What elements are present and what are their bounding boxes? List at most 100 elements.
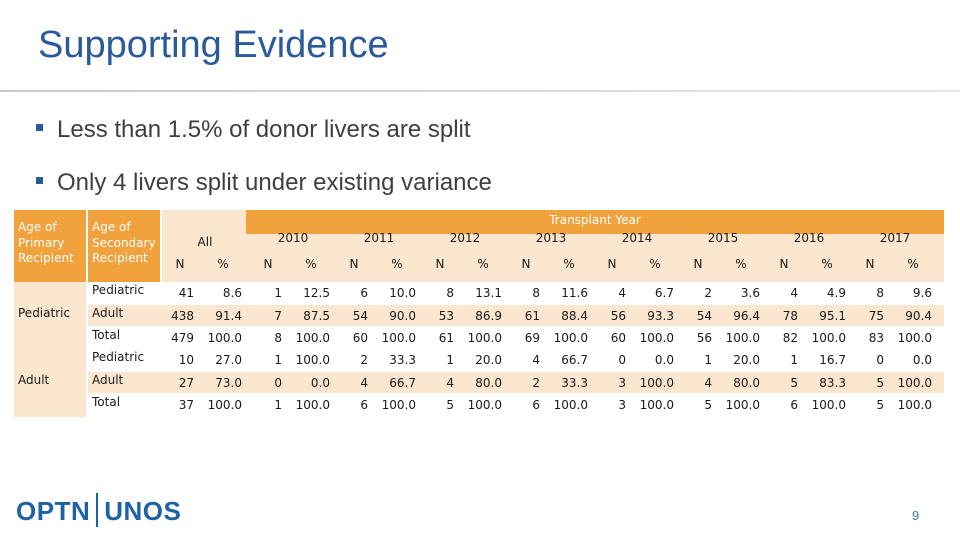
header-n-label: N	[521, 257, 531, 271]
table-row	[88, 327, 944, 350]
cell-pct: 10.0	[389, 286, 416, 300]
cell-n: 54	[696, 308, 712, 323]
cell-pct: 100.0	[811, 398, 846, 412]
bullet-text: Less than 1.5% of donor livers are split	[57, 116, 471, 143]
table-row	[88, 282, 944, 305]
header-n-label: N	[435, 257, 445, 271]
header-all-top-band	[162, 210, 246, 234]
header-n-label: N	[175, 257, 185, 271]
cell-pct: 100.0	[897, 375, 932, 390]
table-row	[88, 394, 944, 417]
cell-n: 4	[360, 375, 368, 390]
cell-pct: 100.0	[811, 331, 846, 345]
slide-title: Supporting Evidence	[38, 24, 389, 66]
cell-pct: 80.0	[733, 375, 760, 390]
header-pct-label: %	[217, 257, 229, 271]
title-band	[0, 0, 960, 92]
cell-pct: 100.0	[467, 398, 502, 412]
row-separator	[88, 370, 944, 372]
title-divider	[0, 90, 960, 92]
row-separator	[88, 393, 944, 394]
cell-n: 8	[532, 286, 540, 300]
cell-n: 0	[876, 353, 884, 367]
header-primary-cell	[14, 210, 86, 282]
header-secondary-label: Age of Secondary Recipient	[92, 220, 156, 266]
cell-pct: 66.7	[389, 375, 416, 390]
header-pct-label: %	[477, 257, 489, 271]
header-n-label: N	[607, 257, 617, 271]
cell-pct: 100.0	[897, 331, 932, 345]
cell-pct: 83.3	[819, 375, 846, 390]
cell-pct: 9.6	[912, 286, 932, 300]
cell-n: 3	[618, 375, 626, 390]
split-liver-table: Age of Primary Recipient Age of Secondary…	[14, 210, 944, 417]
cell-pct: 100.0	[381, 398, 416, 412]
cell-pct: 100.0	[207, 398, 242, 412]
header-secondary-cell	[88, 210, 160, 282]
row-separator	[88, 326, 944, 327]
header-group-label: 2013	[535, 231, 567, 245]
cell-pct: 6.7	[654, 286, 674, 300]
header-group-label: 2017	[879, 231, 911, 245]
cell-n: 54	[352, 308, 368, 323]
cell-n: 1	[274, 286, 282, 300]
cell-n: 60	[352, 331, 368, 345]
cell-n: 69	[524, 331, 540, 345]
header-pct-label: %	[821, 257, 833, 271]
header-primary-label: Age of Primary Recipient	[18, 220, 74, 266]
header-transplant-year-band	[246, 210, 944, 234]
cell-pct: 20.0	[475, 353, 502, 367]
cell-n: 4	[532, 353, 540, 367]
cell-pct: 90.0	[389, 308, 416, 323]
cell-pct: 100.0	[295, 353, 330, 367]
cell-n: 5	[446, 398, 454, 412]
secondary-label: Pediatric	[92, 350, 145, 364]
cell-n: 82	[782, 331, 798, 345]
table-row	[88, 304, 944, 327]
cell-n: 8	[446, 286, 454, 300]
bullet-square-icon	[36, 177, 43, 185]
cell-pct: 66.7	[561, 353, 588, 367]
cell-pct: 96.4	[733, 308, 760, 323]
cell-n: 4	[790, 286, 798, 300]
header-pct-label: %	[649, 257, 661, 271]
cell-pct: 33.3	[561, 375, 588, 390]
cell-pct: 100.0	[553, 398, 588, 412]
bullet-text: Only 4 livers split under existing varia…	[57, 169, 492, 196]
header-n-label: N	[263, 257, 273, 271]
cell-pct: 100.0	[725, 331, 760, 345]
secondary-label: Pediatric	[92, 283, 145, 297]
cell-pct: 90.4	[905, 308, 932, 323]
logo-unos-text: UNOS	[104, 496, 182, 526]
cell-n: 0	[274, 375, 282, 390]
cell-pct: 100.0	[553, 331, 588, 345]
header-pct-label: %	[305, 257, 317, 271]
logo-optn-text: OPTN	[16, 496, 91, 526]
cell-pct: 100.0	[381, 331, 416, 345]
cell-n: 60	[610, 331, 626, 345]
bullet-item: Only 4 livers split under existing varia…	[36, 169, 492, 197]
cell-n: 56	[696, 331, 712, 345]
cell-pct: 0.0	[654, 353, 674, 367]
cell-n: 5	[876, 375, 884, 390]
cell-n: 27	[178, 375, 194, 390]
page-number: 9	[912, 508, 920, 523]
cell-pct: 12.5	[303, 286, 330, 300]
cell-n: 75	[868, 308, 884, 323]
header-n-label: N	[349, 257, 359, 271]
primary-group-label: Adult	[18, 372, 50, 387]
cell-n: 4	[704, 375, 712, 390]
cell-n: 61	[524, 308, 540, 323]
cell-n: 2	[360, 353, 368, 367]
cell-n: 8	[876, 286, 884, 300]
header-group-label: 2015	[707, 231, 739, 245]
cell-pct: 4.9	[826, 286, 846, 300]
header-n-label: N	[865, 257, 875, 271]
primary-group-cell	[14, 349, 86, 417]
cell-n: 6	[360, 398, 368, 412]
cell-n: 41	[178, 286, 194, 300]
cell-n: 5	[876, 398, 884, 412]
cell-pct: 0.0	[310, 375, 330, 390]
optn-unos-logo: OPTN UNOS	[16, 493, 182, 532]
cell-n: 4	[446, 375, 454, 390]
